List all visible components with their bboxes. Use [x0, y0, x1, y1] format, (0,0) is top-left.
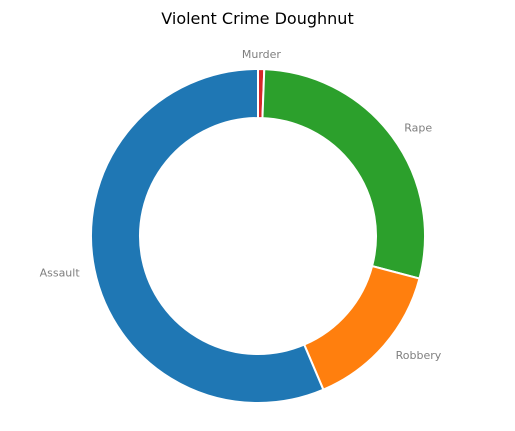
- slice-robbery: [304, 266, 419, 390]
- slice-label-assault: Assault: [40, 266, 81, 279]
- slice-label-murder: Murder: [242, 48, 282, 61]
- slice-label-robbery: Robbery: [396, 349, 442, 362]
- slice-rape: [262, 69, 425, 278]
- chart-title: Violent Crime Doughnut: [161, 9, 353, 28]
- slices-group: [91, 69, 425, 403]
- slice-label-rape: Rape: [404, 122, 432, 135]
